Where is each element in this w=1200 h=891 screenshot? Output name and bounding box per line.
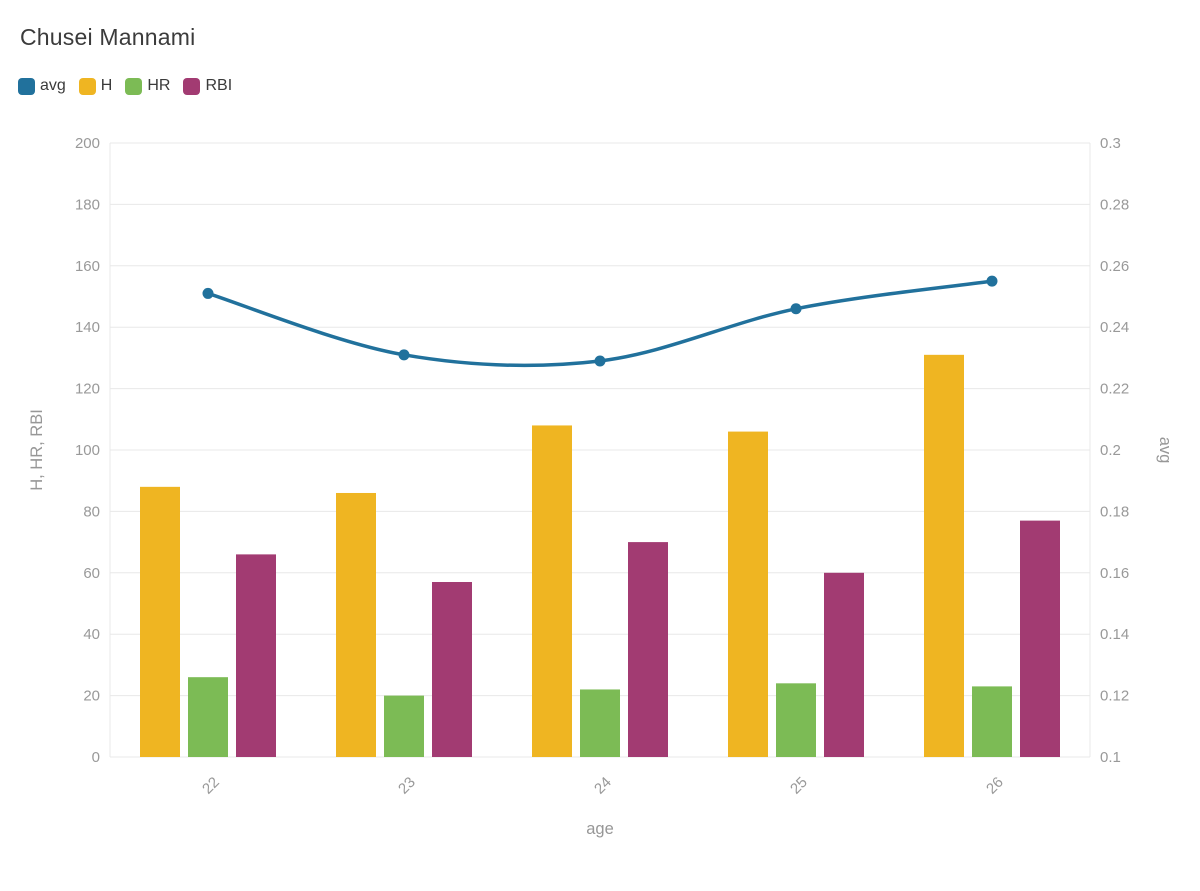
y-left-tick-label: 160 <box>75 258 100 275</box>
bar-HR-23[interactable] <box>384 695 424 757</box>
y-left-tick-label: 20 <box>83 688 100 705</box>
bar-HR-22[interactable] <box>188 677 228 757</box>
y-axis-left-tick-labels: 0 20 40 60 80 100 120 140 160 180 200 <box>75 135 100 766</box>
legend-swatch-H <box>78 77 96 95</box>
y-right-tick-label: 0.16 <box>1100 565 1129 582</box>
y-left-tick-label: 180 <box>75 196 100 213</box>
y-right-tick-label: 0.18 <box>1100 503 1129 520</box>
legend-label: H <box>100 77 113 94</box>
y-right-tick-label: 0.24 <box>1100 319 1129 336</box>
bar-H-24[interactable] <box>532 425 572 757</box>
y-axis-right-tick-labels: 0.1 0.12 0.14 0.16 0.18 0.2 0.22 0.24 0.26 0.28 0.… <box>1100 135 1129 766</box>
x-tick-label: 22 <box>199 774 223 798</box>
legend-swatch-avg <box>18 77 35 95</box>
legend-item-avg[interactable]: avg <box>18 77 66 95</box>
bar-RBI-25[interactable] <box>824 572 864 757</box>
y-axis-left-title: H, HR, RBI <box>28 409 46 491</box>
point-avg-26[interactable] <box>986 275 998 287</box>
y-left-tick-label: 40 <box>83 626 100 643</box>
legend-label: avg <box>40 77 66 94</box>
x-tick-label: 25 <box>787 774 811 798</box>
y-left-tick-label: 0 <box>92 749 100 766</box>
legend-item-RBI[interactable]: RBI <box>183 77 232 95</box>
bar-H-26[interactable] <box>924 354 964 757</box>
x-tick-label: 26 <box>983 774 1007 798</box>
legend-item-HR[interactable]: HR <box>125 77 170 95</box>
combo-chart: 0 20 40 60 80 100 120 140 160 180 200 0.1 0.12 0.14 0.… <box>0 119 1200 861</box>
y-right-tick-label: 0.2 <box>1100 442 1121 459</box>
bar-HR-24[interactable] <box>580 689 620 757</box>
bar-H-22[interactable] <box>140 486 180 757</box>
x-tick-label: 23 <box>395 774 419 798</box>
bar-RBI-23[interactable] <box>432 582 472 757</box>
legend-swatch-RBI <box>183 77 201 95</box>
y-left-tick-label: 140 <box>75 319 100 336</box>
y-axis-right-title: avg <box>1156 437 1174 464</box>
y-left-tick-label: 120 <box>75 381 100 398</box>
y-right-tick-label: 0.26 <box>1100 258 1129 275</box>
y-left-tick-label: 100 <box>75 442 100 459</box>
legend-label: HR <box>147 77 171 94</box>
y-right-tick-label: 0.1 <box>1100 749 1121 766</box>
x-axis-title: age <box>586 820 614 838</box>
legend-item-H[interactable]: H <box>78 77 113 95</box>
bar-RBI-22[interactable] <box>236 554 276 757</box>
y-left-tick-label: 200 <box>75 135 100 152</box>
line-avg <box>206 279 994 368</box>
bars <box>140 354 1060 757</box>
legend-label: RBI <box>205 77 233 94</box>
bar-H-23[interactable] <box>336 492 376 757</box>
bar-HR-26[interactable] <box>972 686 1012 757</box>
legend-swatch-HR <box>125 77 143 95</box>
y-left-tick-label: 80 <box>83 503 100 520</box>
x-axis-tick-labels: 22 23 24 25 26 <box>199 774 1007 798</box>
chart-title: Chusei Mannami <box>20 24 196 50</box>
bar-H-25[interactable] <box>728 431 768 757</box>
y-right-tick-label: 0.12 <box>1100 688 1129 705</box>
y-left-tick-label: 60 <box>83 565 100 582</box>
y-right-tick-label: 0.3 <box>1100 135 1121 152</box>
bar-RBI-26[interactable] <box>1020 520 1060 757</box>
y-right-tick-label: 0.22 <box>1100 381 1129 398</box>
y-right-tick-label: 0.28 <box>1100 196 1129 213</box>
chart-svg: 0204060801001201401601802000.10.120.140.… <box>28 135 1174 838</box>
bar-RBI-24[interactable] <box>628 542 668 757</box>
point-avg-25[interactable] <box>790 303 802 315</box>
point-avg-24[interactable] <box>594 355 606 367</box>
bar-HR-25[interactable] <box>776 683 816 757</box>
point-avg-23[interactable] <box>398 349 410 361</box>
x-tick-label: 24 <box>591 774 615 798</box>
point-avg-22[interactable] <box>202 287 214 299</box>
y-right-tick-label: 0.14 <box>1100 626 1129 643</box>
legend: avg H HR RBI <box>18 77 1200 95</box>
